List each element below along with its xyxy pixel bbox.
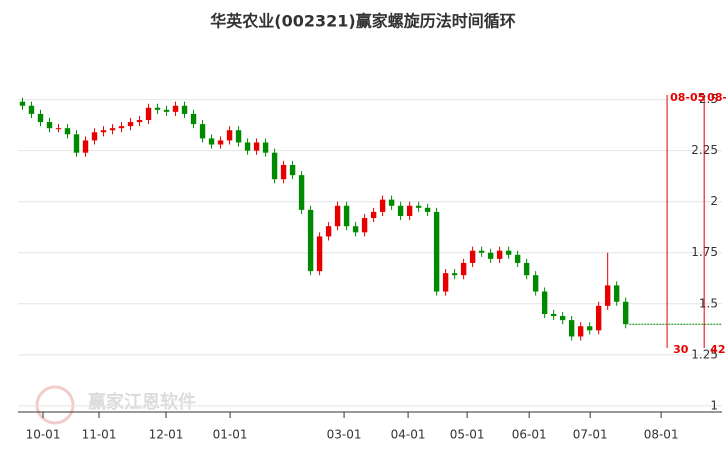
candle-body [190, 113, 197, 125]
y-tick-label: 1.5 [699, 296, 718, 310]
x-tick-label: 11-01 [82, 428, 117, 442]
candle-body [541, 291, 548, 314]
chart-title: 华英农业(002321)赢家螺旋历法时间循环 [210, 12, 515, 31]
candle-body [172, 105, 179, 112]
candle-body [64, 128, 71, 135]
candle-body [586, 326, 593, 331]
candle-body [361, 218, 368, 233]
candle-body [235, 130, 242, 143]
candle-body [28, 105, 35, 114]
candle-body [487, 252, 494, 259]
cycle-bottom-label: 30 [673, 343, 689, 356]
candle-body [109, 128, 116, 131]
candle-body [181, 105, 188, 114]
watermark-text: 赢家江恩软件 [88, 391, 196, 413]
candle-body [307, 209, 314, 272]
candle-body [415, 205, 422, 208]
x-tick-label: 10-01 [26, 428, 61, 442]
candle-body [613, 285, 620, 302]
candle-body [145, 107, 152, 121]
candle-body [550, 313, 557, 317]
x-tick-label: 07-01 [573, 428, 608, 442]
candle-body [469, 250, 476, 263]
candle-body [370, 211, 377, 219]
candle-body [577, 326, 584, 337]
candle-body [154, 107, 161, 110]
watermark-logo [35, 385, 75, 425]
candle-body [127, 122, 134, 127]
x-tick-label: 12-01 [149, 428, 184, 442]
candle-body [343, 205, 350, 227]
candle-body [451, 273, 458, 276]
candle-body [496, 250, 503, 259]
x-tick-label: 01-01 [213, 428, 248, 442]
candle-body [523, 262, 530, 276]
candle-body [262, 142, 269, 153]
candle-body [532, 275, 539, 292]
candle-body [91, 132, 98, 141]
candle-body [298, 175, 305, 210]
candle-body [424, 207, 431, 212]
candle-body [289, 164, 296, 176]
candle-body [478, 250, 485, 253]
candle-body [199, 124, 206, 139]
candle-body [271, 152, 278, 180]
candle-body [100, 130, 107, 133]
candle-body [604, 285, 611, 306]
candle-body [442, 273, 449, 292]
candle-body [406, 205, 413, 216]
candle-body [46, 122, 53, 129]
candle-body [217, 140, 224, 145]
candle-body [379, 199, 386, 212]
cycle-top-label: 08-05 [670, 91, 705, 104]
candle-body [568, 320, 575, 337]
candle-body [37, 113, 44, 123]
candle-body [505, 250, 512, 255]
candle-body [334, 205, 341, 227]
candle-body [433, 211, 440, 292]
x-tick-label: 04-01 [391, 428, 426, 442]
candle-body [595, 305, 602, 331]
cycle-bottom-label: 42 [710, 343, 725, 356]
candle-body [316, 236, 323, 272]
candle-body [73, 134, 80, 153]
candle-body [514, 254, 521, 263]
watermark: 赢家江恩软件 [35, 385, 196, 425]
candle-body [208, 138, 215, 145]
candle-body [19, 101, 26, 106]
candle-body [325, 226, 332, 237]
y-tick-label: 2 [710, 194, 718, 208]
candle-body [118, 126, 125, 129]
candle-body [352, 226, 359, 233]
candle-body [280, 164, 287, 180]
y-tick-label: 1 [710, 398, 718, 412]
candle-body [622, 301, 629, 325]
y-tick-label: 1.25 [691, 347, 718, 361]
candle-body [82, 140, 89, 153]
x-tick-label: 05-01 [450, 428, 485, 442]
cycle-top-label: 08- [707, 91, 726, 104]
candle-body [460, 262, 467, 276]
candle-body [559, 316, 566, 321]
candle-body [244, 142, 251, 151]
candle-body [388, 199, 395, 206]
x-tick-label: 03-01 [327, 428, 362, 442]
candle-body [163, 109, 170, 112]
x-tick-label: 08-01 [644, 428, 679, 442]
candle-body [136, 120, 143, 123]
x-tick-label: 06-01 [512, 428, 547, 442]
candle-body [253, 142, 260, 151]
candle-body [55, 128, 62, 130]
candle-body [397, 205, 404, 216]
candle-body [226, 130, 233, 141]
